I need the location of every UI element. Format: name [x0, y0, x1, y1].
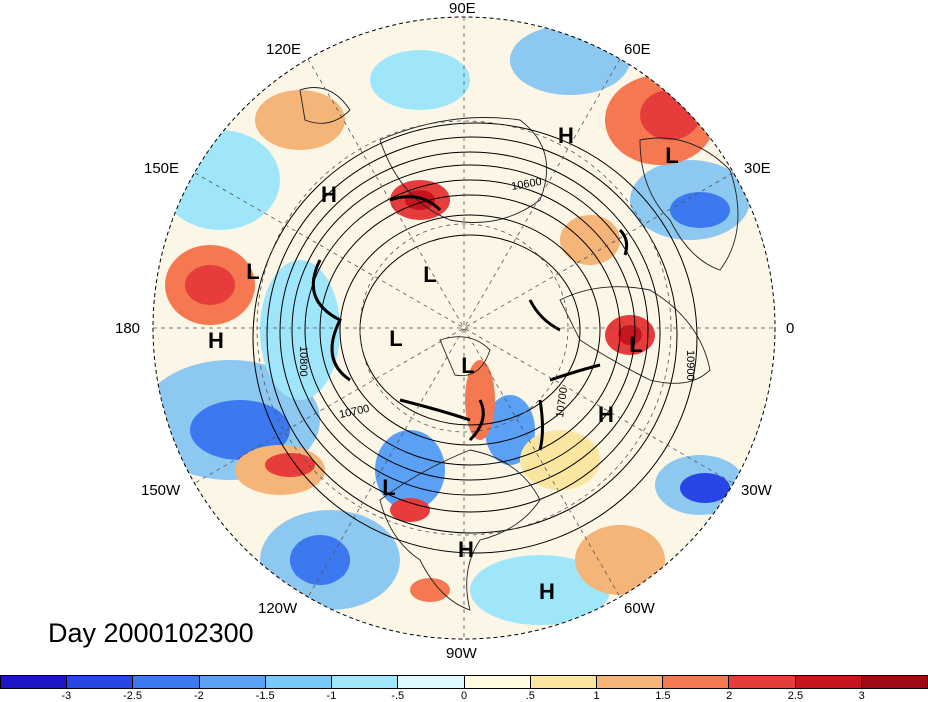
day-title: Day 2000102300 — [48, 618, 254, 648]
lon-label-120e: 120E — [266, 41, 302, 58]
pressure-center-marker: H — [598, 402, 614, 427]
lon-label-0: 0 — [786, 320, 795, 337]
pressure-center-marker: L — [461, 353, 475, 378]
colorbar-segment — [729, 676, 796, 688]
colorbar-segment — [265, 676, 333, 688]
lon-label-150e: 150E — [144, 160, 180, 177]
contour-label: 10800 — [297, 346, 309, 377]
lon-label-120w: 120W — [258, 600, 298, 617]
pressure-center-marker: L — [246, 259, 260, 284]
pressure-center-marker: H — [321, 182, 337, 207]
colorbar-tick-label: 1 — [593, 690, 600, 702]
colorbar-segment — [530, 676, 597, 688]
colorbar-tick-label: 0 — [460, 690, 468, 702]
lon-label-60w: 60W — [624, 600, 655, 617]
graticule — [153, 17, 775, 639]
colorbar-tick-label: 1.5 — [655, 690, 671, 702]
colorbar-segment — [795, 676, 862, 688]
pressure-center-marker: L — [389, 326, 403, 351]
colorbar-segment — [596, 676, 664, 688]
colorbar-tick-label: 2 — [726, 690, 733, 702]
pressure-center-marker: H — [539, 579, 555, 604]
contour-label: 10900 — [684, 350, 696, 381]
colorbar-tick-label: -1 — [326, 690, 337, 702]
lon-label-30e: 30E — [744, 160, 771, 177]
lon-label-30w: 30W — [741, 482, 772, 499]
lon-label-90w: 90W — [446, 645, 477, 662]
colorbar-tick-label: 3 — [858, 690, 865, 702]
colorbar-segment — [1, 676, 68, 688]
pressure-center-marker: L — [629, 332, 643, 357]
pressure-center-marker: L — [382, 475, 396, 500]
pressure-center-marker: L — [665, 143, 679, 168]
colorbar-tick-label: 2.5 — [787, 690, 804, 702]
colorbar-tick-label: .5 — [525, 690, 535, 702]
lon-label-90e: 90E — [449, 0, 476, 17]
colorbar-segment — [464, 676, 531, 688]
colorbar-segment — [67, 676, 134, 688]
lon-label-180: 180 — [115, 320, 141, 337]
contour-label: 10700 — [554, 386, 570, 418]
colorbar-segment — [861, 676, 928, 688]
colorbar-segment — [133, 676, 200, 688]
pressure-center-marker: H — [208, 328, 224, 353]
colorbar-tick-label: -1.5 — [255, 690, 275, 702]
lon-label-150w: 150W — [141, 482, 181, 499]
contour-label: 10600 — [510, 176, 542, 193]
pressure-center-marker: L — [423, 262, 437, 287]
colorbar-tick-label: -.5 — [391, 690, 405, 702]
colorbar-tick-label: -2.5 — [123, 690, 143, 702]
colorbar-tick-label: -3 — [61, 690, 72, 702]
coastlines — [299, 87, 739, 611]
colorbar-segment — [398, 676, 465, 688]
pressure-center-marker: H — [558, 123, 574, 148]
colorbar-segment — [332, 676, 399, 688]
pressure-center-marker: H — [458, 537, 474, 562]
lon-label-60e: 60E — [624, 41, 651, 58]
colorbar-segment — [199, 676, 266, 688]
colorbar-tick-label: -2 — [193, 690, 204, 702]
colorbar — [0, 675, 928, 689]
colorbar-segment — [663, 676, 730, 688]
